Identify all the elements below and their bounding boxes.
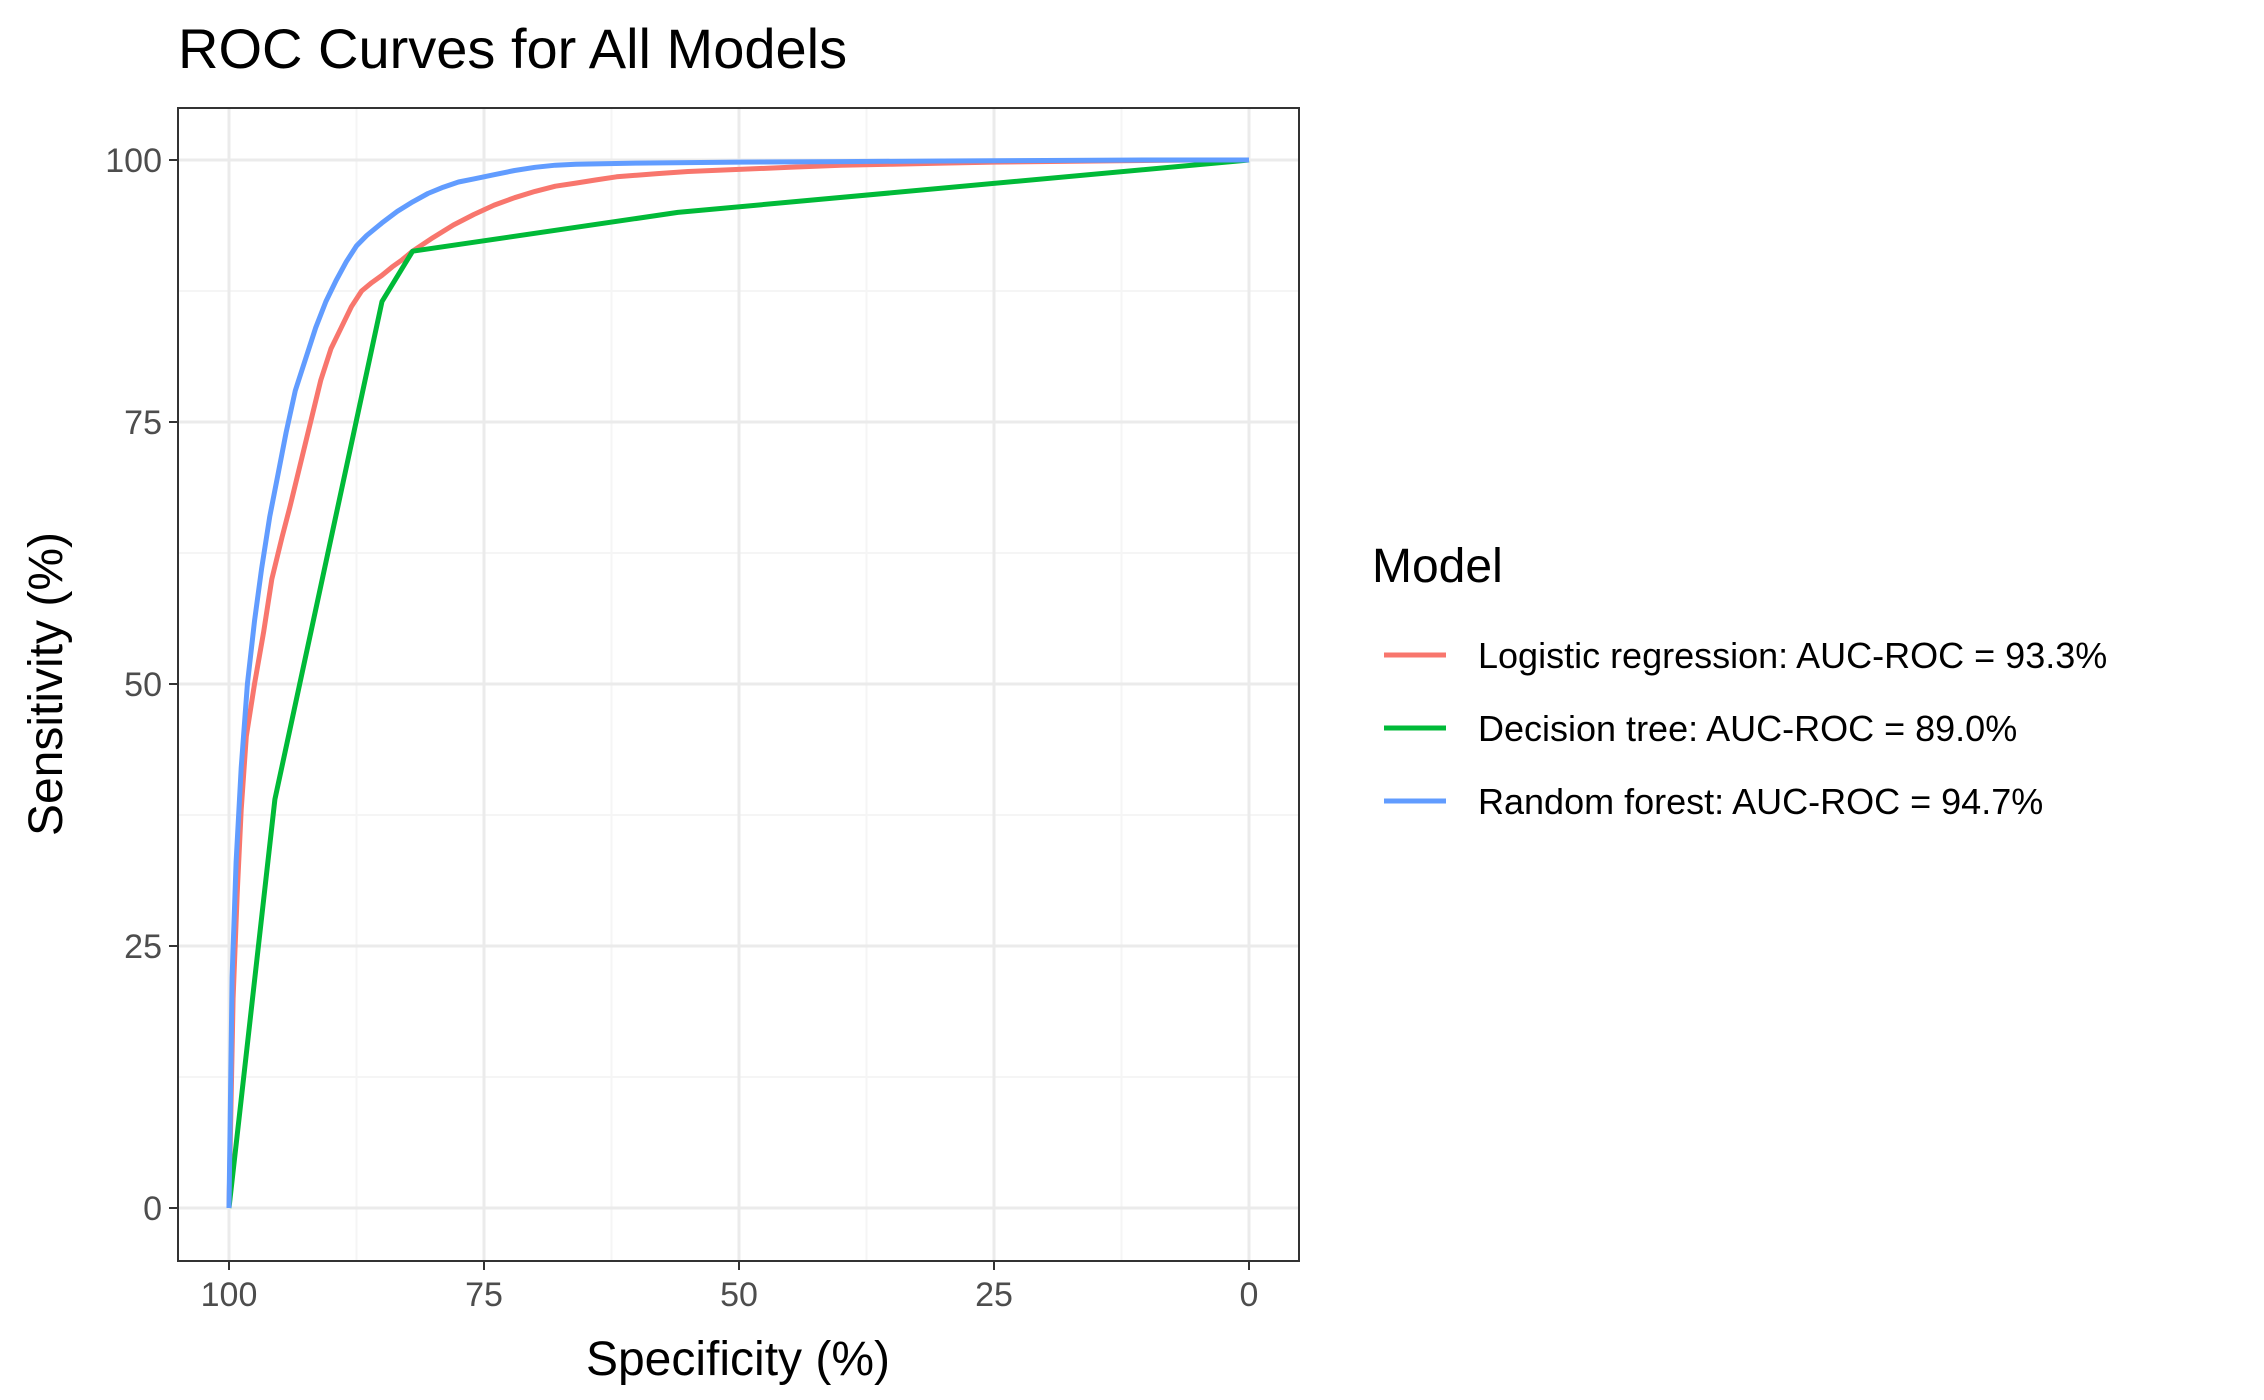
chart-title: ROC Curves for All Models: [178, 17, 847, 80]
series-lines: [226, 157, 1250, 1209]
legend-label-2: Random forest: AUC-ROC = 94.7%: [1478, 781, 2043, 822]
y-tick-label: 75: [124, 404, 162, 442]
x-tick-label: 0: [1240, 1276, 1259, 1314]
x-axis-title: Specificity (%): [586, 1333, 890, 1386]
y-tick-label: 50: [124, 666, 162, 704]
x-tick-label: 75: [465, 1276, 503, 1314]
x-tick-label: 25: [975, 1276, 1013, 1314]
legend: Model Logistic regression: AUC-ROC = 93.…: [1372, 540, 2107, 822]
y-tick-label: 100: [105, 142, 162, 180]
legend-label-0: Logistic regression: AUC-ROC = 93.3%: [1478, 635, 2107, 676]
x-axis-ticks: 100 75 50 25 0: [201, 1261, 1259, 1314]
legend-label-1: Decision tree: AUC-ROC = 89.0%: [1478, 708, 2017, 749]
legend-items: Logistic regression: AUC-ROC = 93.3% Deci…: [1384, 635, 2107, 822]
y-axis-title: Sensitivity (%): [20, 532, 73, 836]
series-line-1: [226, 157, 1250, 1209]
x-tick-label: 50: [720, 1276, 758, 1314]
legend-title: Model: [1372, 540, 1503, 593]
y-axis-ticks: 0 25 50 75 100: [105, 142, 178, 1228]
grid-lines: [178, 108, 1299, 1261]
x-tick-label: 100: [201, 1276, 258, 1314]
series-line-2: [226, 157, 1249, 1209]
y-tick-label: 25: [124, 928, 162, 966]
y-tick-label: 0: [143, 1190, 162, 1228]
